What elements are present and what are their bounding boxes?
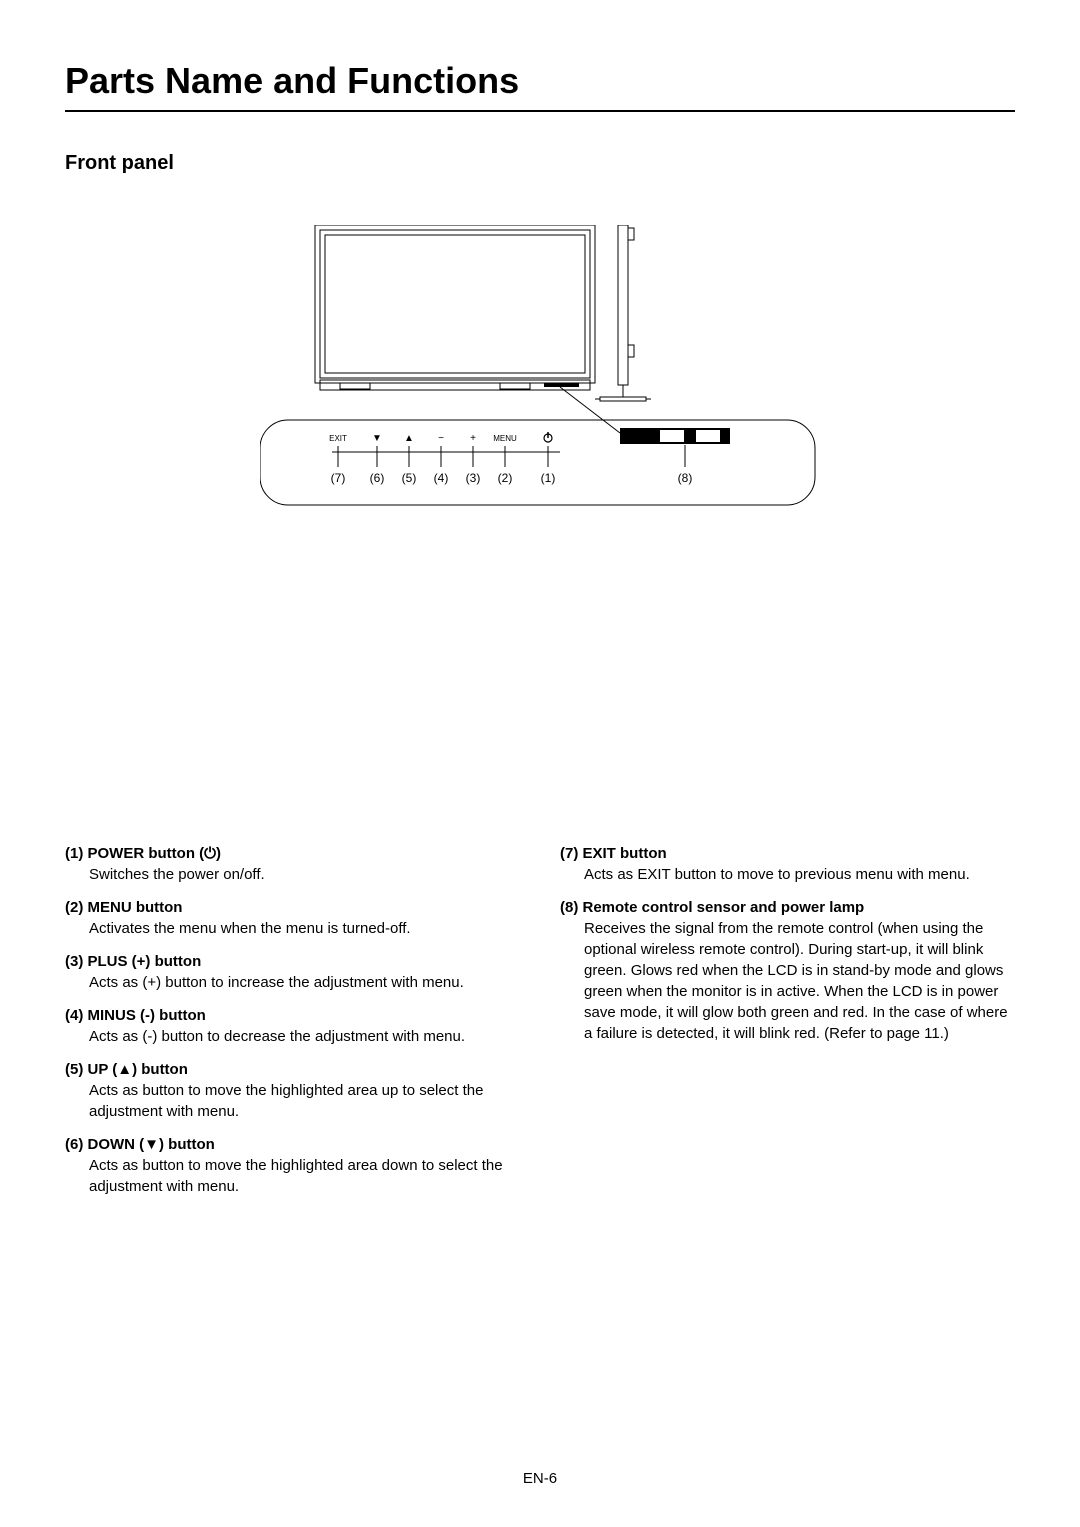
item-description: Receives the signal from the remote cont… [584,918,1015,1044]
item-description: Switches the power on/off. [89,864,520,885]
description-item: (2) MENU button Activates the menu when t… [65,899,520,939]
button-numbers: (7) (6) (5) (4) (3) (2) (1) (8) [331,471,693,485]
description-item: (6) DOWN (▼) button Acts as button to mov… [65,1136,520,1197]
item-title: (2) MENU button [65,899,182,916]
diagram-area: EXIT ▼ ▲ − + MENU (7) (6) (5) (4) (3) (2) (1) (8) [65,225,1015,725]
item-title: (5) UP (▲) button [65,1061,188,1078]
item-title: (4) MINUS (-) button [65,1007,206,1024]
button-label: + [470,433,476,444]
callout-number: (7) [331,471,346,485]
button-label: ▲ [404,433,414,444]
item-title: (8) Remote control sensor and power lamp [560,899,864,916]
description-item: (5) UP (▲) button Acts as button to move … [65,1061,520,1122]
item-title: (3) PLUS (+) button [65,953,201,970]
button-label: EXIT [329,434,347,443]
item-description: Acts as button to move the highlighted a… [89,1155,520,1197]
front-panel-diagram: EXIT ▼ ▲ − + MENU (7) (6) (5) (4) (3) (2) (1) (8) [260,225,820,525]
callout-number: (4) [434,471,449,485]
description-item: (4) MINUS (-) button Acts as (-) button t… [65,1007,520,1047]
item-description: Acts as button to move the highlighted a… [89,1080,520,1122]
item-title: (7) EXIT button [560,845,667,862]
monitor-side [595,225,651,401]
callout-number: (6) [370,471,385,485]
button-labels: EXIT ▼ ▲ − + MENU [329,433,517,444]
description-item: (3) PLUS (+) button Acts as (+) button to… [65,953,520,993]
description-item: (8) Remote control sensor and power lamp… [560,899,1015,1044]
button-label: ▼ [372,433,382,444]
callout-number: (2) [498,471,513,485]
section-title: Front panel [65,152,1015,175]
callout-number: (5) [402,471,417,485]
item-description: Acts as (-) button to decrease the adjus… [89,1026,520,1047]
monitor-front [315,225,595,390]
callout-number: (1) [541,471,556,485]
ticks [338,446,548,467]
description-item: (1) POWER button (⏻) Switches the power o… [65,845,520,885]
callout-number: (8) [678,471,693,485]
item-description: Acts as (+) button to increase the adjus… [89,972,520,993]
power-icon [544,432,552,442]
page-title: Parts Name and Functions [65,60,1015,112]
page-number: EN-6 [523,1470,557,1487]
callout-number: (3) [466,471,481,485]
item-title: (1) POWER button (⏻) [65,845,221,862]
description-columns: (1) POWER button (⏻) Switches the power o… [65,845,1015,1211]
item-title: (6) DOWN (▼) button [65,1136,215,1153]
item-description: Activates the menu when the menu is turn… [89,918,520,939]
item-description: Acts as EXIT button to move to previous … [584,864,1015,885]
button-label: − [438,433,444,444]
left-column: (1) POWER button (⏻) Switches the power o… [65,845,520,1211]
description-item: (7) EXIT button Acts as EXIT button to mo… [560,845,1015,885]
button-label: MENU [493,434,517,443]
right-column: (7) EXIT button Acts as EXIT button to mo… [560,845,1015,1211]
